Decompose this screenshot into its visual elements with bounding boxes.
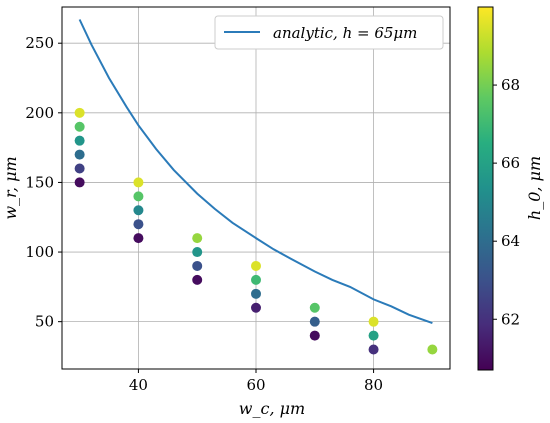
data-point <box>427 344 438 355</box>
y-tick-label: 150 <box>25 173 54 191</box>
data-point <box>133 191 144 202</box>
data-point <box>74 163 85 174</box>
x-tick-label: 80 <box>364 376 383 394</box>
x-tick-label: 60 <box>246 376 265 394</box>
data-point <box>192 233 203 244</box>
data-point <box>74 121 85 132</box>
colorbar-ticks: 62 64 66 68 <box>493 76 520 328</box>
data-point <box>74 149 85 160</box>
legend-entry-analytic: analytic, h = 65μm <box>273 24 417 42</box>
data-point <box>368 344 379 355</box>
data-point <box>192 274 203 285</box>
y-axis-label: w_r, μm <box>1 156 20 219</box>
data-point <box>133 233 144 244</box>
legend-box <box>214 15 444 50</box>
colorbar-tick-label: 66 <box>501 154 520 172</box>
data-point <box>251 274 261 285</box>
colorbar-label: h_0, μm <box>525 156 544 220</box>
data-point <box>309 330 320 341</box>
data-point <box>133 205 144 216</box>
legend: analytic, h = 65μm <box>214 15 444 50</box>
data-point <box>368 316 379 327</box>
y-tick-label: 50 <box>35 313 54 331</box>
analytic-curve-layer <box>78 19 433 325</box>
data-point <box>192 247 203 258</box>
data-point <box>251 302 261 313</box>
y-tick-label: 200 <box>25 104 54 122</box>
analytic-curve <box>78 19 433 325</box>
y-axis-ticks: 50 100 150 200 250 <box>25 34 62 331</box>
grid-lines <box>62 7 450 369</box>
data-point <box>133 219 144 230</box>
data-point <box>309 316 320 327</box>
x-tick-label: 40 <box>129 376 148 394</box>
y-tick-label: 100 <box>25 243 54 261</box>
x-axis-label: w_c, μm <box>239 399 305 418</box>
data-point <box>309 302 320 313</box>
data-point <box>74 107 85 118</box>
x-axis-ticks: 40 60 80 <box>129 369 383 394</box>
data-point <box>251 288 261 299</box>
colorbar: 62 64 66 68 h_0, μm <box>477 6 544 371</box>
colorbar-tick-label: 64 <box>501 232 520 250</box>
data-point <box>133 177 144 188</box>
data-point <box>192 260 203 271</box>
scatter-points <box>74 107 438 355</box>
data-point <box>74 177 85 188</box>
colorbar-tick-label: 68 <box>501 76 520 94</box>
data-point <box>251 260 261 271</box>
colorbar-tick-label: 62 <box>501 310 520 328</box>
data-point <box>368 330 379 341</box>
colorbar-gradient <box>477 6 494 371</box>
y-tick-label: 250 <box>25 34 54 52</box>
data-point <box>74 135 85 146</box>
